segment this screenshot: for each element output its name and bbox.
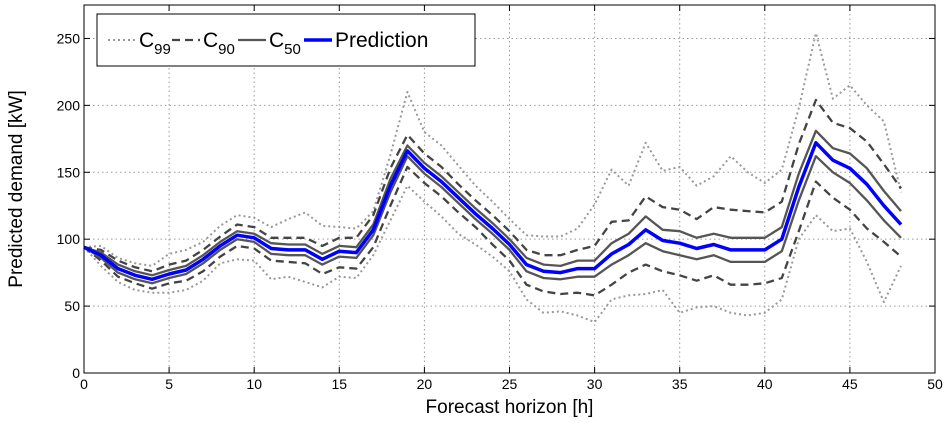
legend-label-prediction: Prediction [335, 29, 428, 52]
x-tick-label: 50 [927, 376, 943, 392]
legend: C99 C90 C50 Prediction [96, 13, 476, 67]
series-layer [83, 32, 903, 324]
series-line-c99-lower [83, 184, 902, 324]
y-tick-label: 50 [64, 298, 80, 314]
x-tick-label: 45 [842, 376, 858, 392]
y-tick-label: 150 [57, 164, 81, 180]
x-tick-label: 30 [587, 376, 603, 392]
x-tick-label: 25 [502, 376, 518, 392]
y-tick-label: 200 [57, 97, 81, 113]
series-line-c90-lower [83, 165, 902, 297]
x-tick-label: 35 [672, 376, 688, 392]
y-axis-label: Predicted demand [kW] [6, 90, 27, 287]
series-line-prediction [83, 141, 903, 282]
legend-box [96, 13, 476, 67]
y-tick-label: 100 [57, 231, 81, 247]
x-tick-labels: 0 5 10 15 20 25 30 35 40 45 50 [80, 376, 943, 392]
x-tick-label: 20 [417, 376, 433, 392]
series-line-c50-lower [83, 155, 902, 285]
y-tick-label: 250 [57, 30, 81, 46]
series-line-c50-upper [83, 129, 902, 277]
x-tick-label: 40 [757, 376, 773, 392]
x-tick-label: 0 [80, 376, 88, 392]
x-axis-label: Forecast horizon [h] [426, 397, 594, 418]
legend-label-c50: C50 [269, 29, 301, 58]
y-tick-labels: 0 50 100 150 200 250 [57, 30, 81, 381]
legend-label-c90: C90 [203, 29, 235, 58]
tick-marks [83, 5, 936, 374]
series-line-c90-upper [83, 98, 902, 273]
x-tick-label: 5 [165, 376, 173, 392]
legend-label-c99: C99 [139, 29, 171, 58]
x-tick-label: 10 [246, 376, 262, 392]
x-tick-label: 15 [332, 376, 348, 392]
y-tick-label: 0 [72, 365, 80, 381]
series-line-c99-upper [83, 32, 902, 267]
